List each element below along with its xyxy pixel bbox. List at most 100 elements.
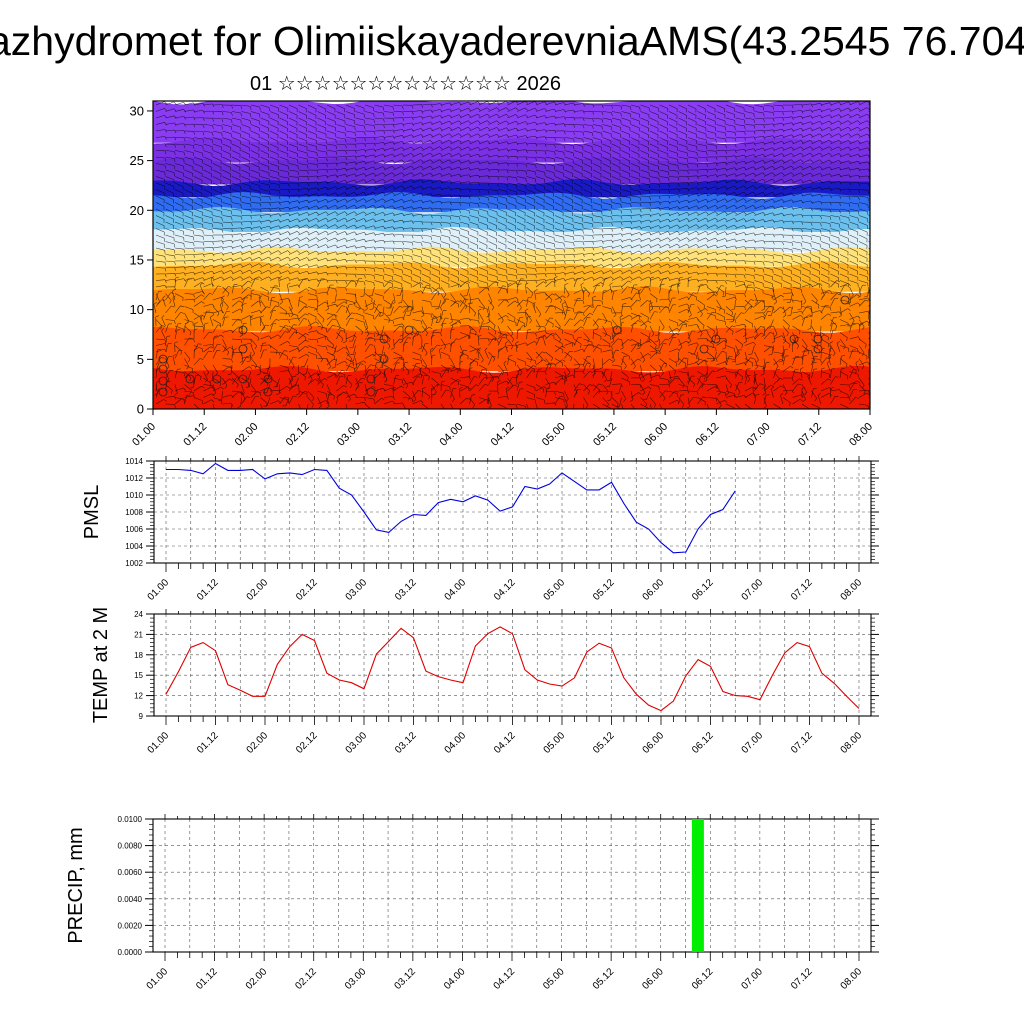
wind-barb — [820, 173, 830, 177]
wind-barb — [592, 137, 602, 141]
wind-barb-flag — [458, 146, 462, 150]
wind-barb — [288, 163, 298, 166]
wind-barb — [716, 286, 725, 293]
wind-barb-flag — [363, 161, 367, 165]
wind-barb — [203, 130, 213, 133]
wind-barb — [545, 221, 554, 226]
wind-barb-flag — [620, 263, 623, 267]
wind-barb — [374, 136, 384, 138]
wind-barb — [450, 293, 456, 302]
wind-barb-flag — [316, 211, 319, 215]
wind-barb — [849, 133, 858, 138]
wind-barb — [374, 267, 384, 270]
wind-barb — [687, 217, 697, 223]
wind-barb — [184, 241, 194, 243]
wind-barb-flag — [268, 250, 272, 254]
wind-barb-flag — [582, 265, 585, 269]
wind-barb — [668, 104, 678, 109]
wind-barb — [735, 280, 745, 283]
wind-barb-flag — [297, 183, 300, 187]
wind-barb — [640, 124, 649, 129]
wind-barb — [241, 238, 251, 242]
wind-barb — [526, 286, 534, 294]
wind-barb-flag — [877, 148, 879, 151]
wind-barb — [212, 228, 223, 230]
wind-barb — [174, 215, 184, 220]
wind-barb-flag — [544, 273, 547, 278]
wind-barb-flag — [658, 195, 661, 200]
wind-barb — [659, 278, 664, 288]
wind-barb — [678, 130, 687, 135]
wind-barb-flag — [268, 256, 272, 260]
wind-barb-flag — [306, 278, 310, 282]
wind-barb — [364, 166, 374, 171]
wind-barb-flag — [828, 133, 832, 137]
wind-barb — [450, 300, 458, 307]
wind-barb-flag — [829, 114, 833, 118]
wind-barb — [830, 293, 837, 301]
wind-barb-flag — [164, 136, 167, 140]
wind-barb — [212, 258, 222, 262]
wind-barb — [174, 208, 184, 214]
wind-barb-flag — [430, 288, 432, 293]
wind-barb-flag — [373, 282, 375, 287]
wind-barb — [811, 201, 821, 203]
wind-barb — [374, 304, 379, 314]
wind-barb — [469, 247, 478, 253]
wind-barb-flag — [573, 145, 575, 150]
wind-barb-flag — [772, 141, 776, 145]
wind-barb — [725, 149, 736, 151]
wind-barb-flag — [648, 238, 652, 241]
wind-barb-flag — [304, 306, 309, 309]
wind-barb — [155, 195, 165, 200]
wind-barb — [421, 146, 431, 151]
wind-barb — [412, 290, 422, 294]
wind-barb — [269, 297, 273, 307]
color-band — [153, 286, 870, 332]
wind-barb — [222, 276, 231, 281]
wind-barb — [564, 189, 573, 194]
wind-barb — [298, 271, 308, 275]
wind-barb-flag — [221, 118, 224, 123]
wind-barb — [231, 300, 240, 307]
wind-barb — [488, 221, 497, 226]
wind-barb — [830, 280, 837, 288]
wind-barb-flag — [212, 229, 214, 234]
wind-barb — [687, 150, 697, 153]
wind-barb — [222, 176, 231, 181]
wind-barb — [412, 159, 421, 164]
wind-barb — [469, 228, 479, 233]
wind-barb — [611, 263, 621, 268]
wind-barb — [279, 176, 289, 179]
wind-barb — [402, 220, 412, 223]
wind-barb-flag — [604, 320, 608, 324]
wind-barb-flag — [535, 150, 538, 154]
wind-barb — [374, 178, 383, 184]
wind-barb — [630, 263, 640, 268]
wind-barb — [687, 193, 697, 197]
wind-barb-flag — [439, 133, 443, 137]
wind-barb — [602, 263, 611, 268]
wind-barb — [545, 247, 555, 250]
wind-barb-flag — [193, 138, 195, 142]
wind-barb — [478, 113, 488, 119]
wind-barb — [535, 221, 545, 226]
wind-barb-flag — [781, 172, 785, 176]
wind-barb — [478, 154, 488, 158]
wind-barb — [336, 174, 346, 177]
wind-barb-flag — [449, 216, 452, 220]
wind-barb — [383, 205, 393, 210]
wind-barb — [345, 173, 355, 177]
wind-barb — [155, 108, 165, 112]
wind-barb-flag — [249, 244, 253, 248]
wind-barb — [801, 254, 811, 258]
wind-barb — [697, 224, 706, 229]
wind-barb-flag — [791, 235, 794, 239]
wind-barb — [222, 111, 232, 113]
wind-barb-flag — [250, 197, 252, 202]
wind-barb — [849, 267, 858, 272]
wind-barb-flag — [373, 113, 375, 118]
wind-barb — [554, 150, 564, 153]
wind-barb-flag — [838, 146, 842, 150]
wind-barb — [260, 163, 270, 168]
